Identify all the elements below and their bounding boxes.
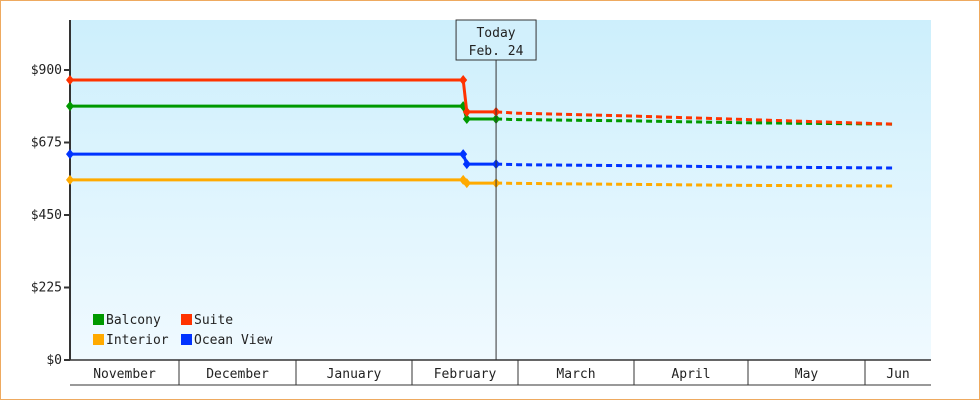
data-point <box>66 174 74 185</box>
month-label: March <box>556 367 595 382</box>
legend-label: Ocean View <box>194 333 272 348</box>
legend-swatch <box>93 314 104 325</box>
data-point <box>462 159 471 170</box>
data-point <box>462 106 471 117</box>
data-point <box>66 101 74 112</box>
month-label: February <box>434 367 497 382</box>
series-forecast-line-0 <box>496 117 893 126</box>
legend-swatch <box>181 314 192 325</box>
month-label: January <box>327 367 382 382</box>
series-actual-line-3 <box>70 152 497 166</box>
month-label: May <box>795 367 819 382</box>
y-tick-label: $225 <box>31 281 62 296</box>
today-label: Today <box>476 26 515 41</box>
y-tick-label: $675 <box>31 136 62 151</box>
legend-swatch <box>93 334 104 345</box>
today-label-box <box>455 19 537 61</box>
month-label: November <box>93 367 156 382</box>
today-date: Feb. 24 <box>469 44 524 59</box>
legend-swatch <box>181 334 192 345</box>
data-point <box>459 149 468 160</box>
y-tick-label: $450 <box>31 208 62 223</box>
month-label: April <box>671 367 710 382</box>
data-point <box>66 74 74 85</box>
y-tick-label: $900 <box>31 63 62 78</box>
plot-area <box>70 20 931 360</box>
data-point <box>459 74 468 85</box>
month-label: December <box>206 367 269 382</box>
legend-label: Interior <box>106 333 169 348</box>
data-point <box>66 149 74 160</box>
series-forecast-line-2 <box>496 181 893 188</box>
series-actual-line-1 <box>70 78 497 114</box>
series-forecast-line-1 <box>496 110 893 126</box>
y-tick-label: $0 <box>46 353 62 368</box>
data-point <box>462 113 471 124</box>
series-forecast-line-3 <box>496 162 893 170</box>
legend-label: Suite <box>194 313 233 328</box>
data-point <box>462 178 471 189</box>
month-label: Jun <box>886 367 909 382</box>
legend-label: Balcony <box>106 313 161 328</box>
